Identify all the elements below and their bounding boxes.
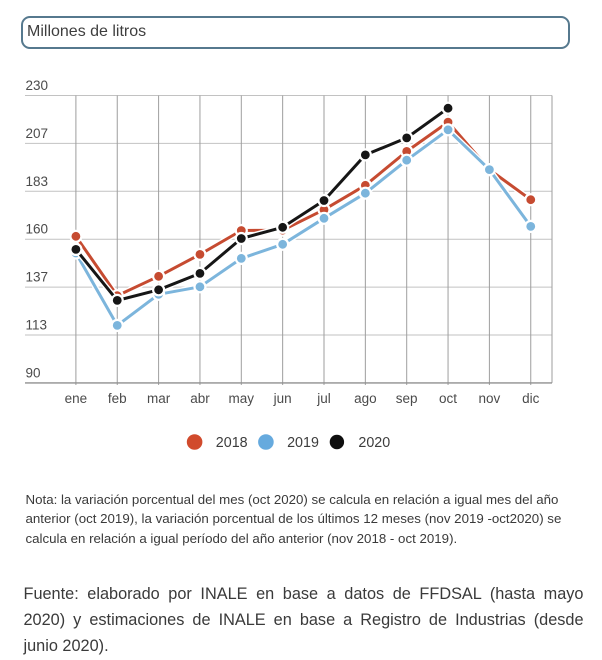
svg-text:nov: nov (479, 391, 501, 406)
svg-text:ago: ago (354, 391, 377, 406)
svg-text:207: 207 (26, 126, 49, 141)
svg-text:abr: abr (190, 391, 210, 406)
svg-text:160: 160 (26, 222, 49, 237)
svg-text:oct: oct (439, 391, 457, 406)
svg-text:90: 90 (26, 365, 41, 380)
svg-text:183: 183 (26, 174, 49, 189)
svg-text:jun: jun (273, 391, 292, 406)
svg-text:dic: dic (522, 391, 540, 406)
svg-text:feb: feb (108, 391, 127, 406)
svg-text:sep: sep (396, 391, 418, 406)
svg-text:113: 113 (26, 318, 48, 333)
svg-text:mar: mar (147, 391, 171, 406)
svg-text:137: 137 (26, 270, 49, 285)
svg-text:may: may (229, 391, 255, 406)
svg-text:ene: ene (65, 391, 88, 406)
svg-text:jul: jul (316, 391, 331, 406)
svg-text:230: 230 (26, 78, 49, 93)
svg-text:2019: 2019 (287, 435, 319, 451)
svg-text:2020: 2020 (358, 435, 390, 451)
svg-text:2018: 2018 (216, 435, 248, 451)
